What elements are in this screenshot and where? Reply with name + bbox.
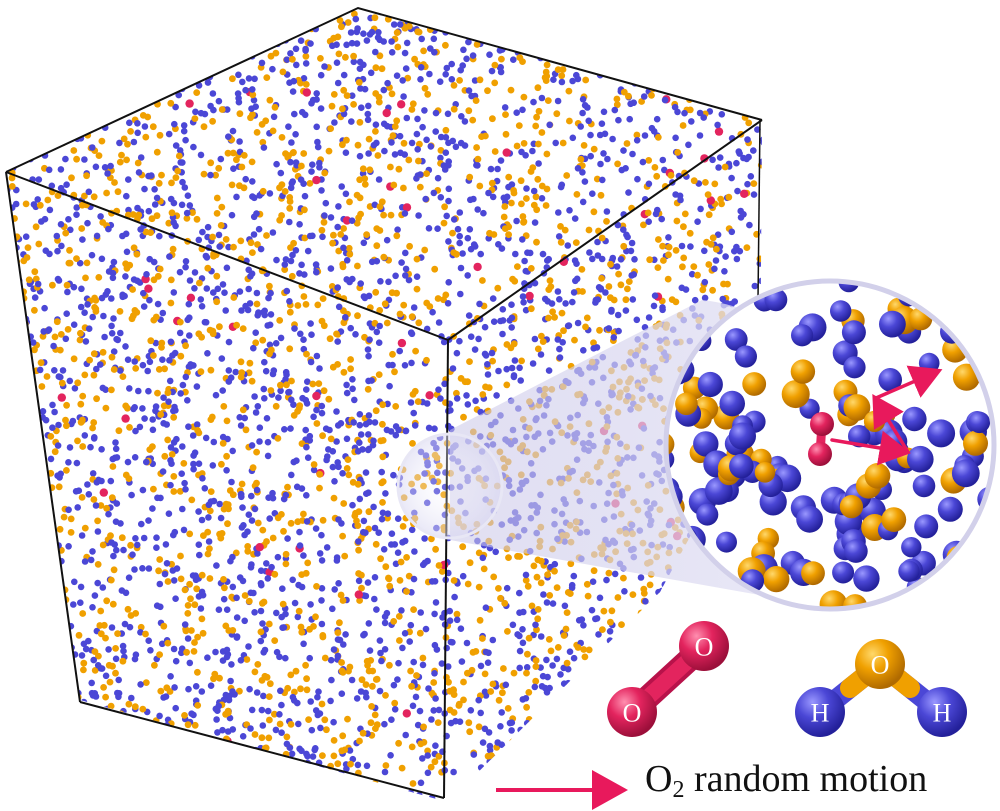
- inset-o2-molecule: [808, 412, 834, 466]
- zoom-inset: [663, 278, 997, 612]
- water-o-label: O: [871, 651, 890, 680]
- o2-atom-a-label: O: [623, 699, 642, 728]
- water-molecule: H H O: [795, 639, 967, 737]
- water-h-right-label: H: [933, 699, 952, 728]
- o2-oxygen-atom-b: [679, 621, 729, 671]
- water-hydrogen-atom-left: [795, 687, 845, 737]
- o2-random-motion-path: [830, 365, 943, 466]
- o2-oxygen-atom-a: [607, 687, 657, 737]
- water-oxygen-atom: [855, 639, 905, 689]
- legend-label: O2 random motion: [645, 758, 928, 803]
- zoom-source-circle: [396, 432, 504, 540]
- o2-atom-b-label: O: [695, 633, 714, 662]
- simulation-box: [5, 6, 763, 799]
- water-hydrogen-atom-right: [917, 687, 967, 737]
- water-h-left-label: H: [811, 699, 830, 728]
- o2-molecule: O O: [607, 621, 729, 737]
